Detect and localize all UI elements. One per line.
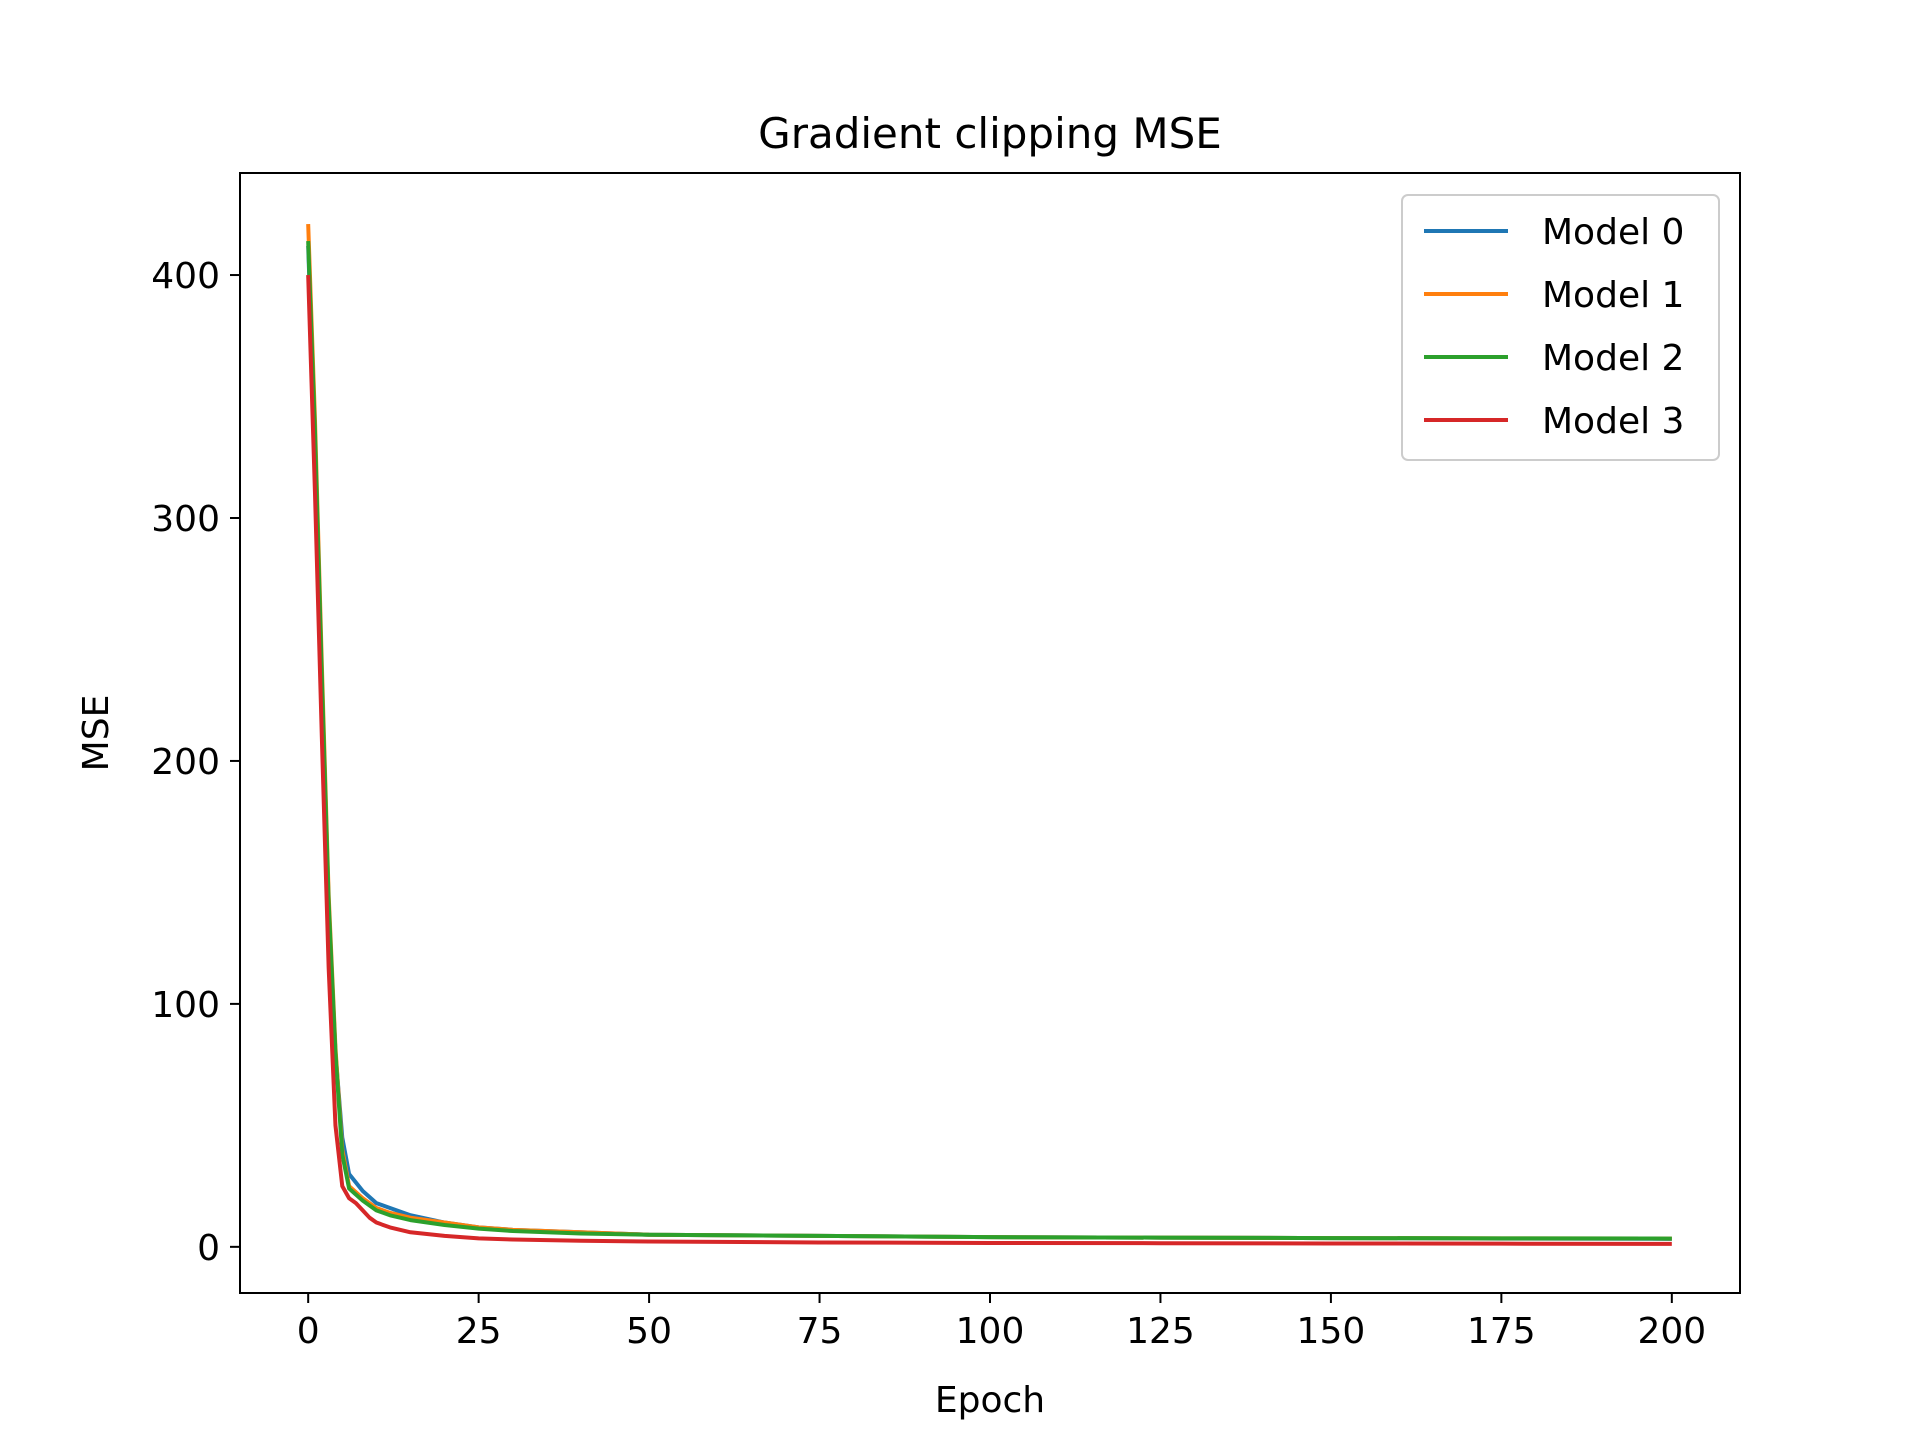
y-tick-label: 300: [151, 499, 220, 540]
chart-title: Gradient clipping MSE: [758, 109, 1222, 158]
x-tick-label: 25: [456, 1311, 502, 1352]
y-axis-ticks: 0 100 200 300 400: [151, 256, 240, 1269]
series-line-model-2: [306, 240, 1672, 1241]
y-axis-label: MSE: [76, 695, 117, 772]
legend-label-model-2: Model 2: [1542, 338, 1684, 379]
y-tick-label: 400: [151, 256, 220, 297]
legend-label-model-3: Model 3: [1542, 401, 1684, 442]
y-tick-label: 0: [197, 1228, 220, 1269]
x-tick-label: 50: [626, 1311, 672, 1352]
series-layer: [306, 223, 1672, 1246]
y-tick-label: 200: [151, 742, 220, 783]
y-tick-label: 100: [151, 985, 220, 1026]
legend-label-model-1: Model 1: [1542, 275, 1684, 316]
x-tick-label: 200: [1637, 1311, 1706, 1352]
x-axis-label: Epoch: [935, 1380, 1045, 1421]
x-tick-label: 75: [797, 1311, 843, 1352]
x-axis-ticks: 0 25 50 75 100 125 150 175 200: [297, 1293, 1706, 1352]
series-line-model-3: [306, 274, 1672, 1246]
x-tick-label: 175: [1467, 1311, 1536, 1352]
x-tick-label: 125: [1126, 1311, 1195, 1352]
legend-frame: [1401, 194, 1720, 461]
x-tick-label: 0: [297, 1311, 320, 1352]
x-tick-label: 150: [1297, 1311, 1366, 1352]
legend-label-model-0: Model 0: [1542, 212, 1684, 253]
x-tick-label: 100: [956, 1311, 1025, 1352]
legend-items: Model 0 Model 1 Model 2 Model 3: [1424, 212, 1684, 442]
legend: Model 0 Model 1 Model 2 Model 3: [1401, 194, 1720, 461]
